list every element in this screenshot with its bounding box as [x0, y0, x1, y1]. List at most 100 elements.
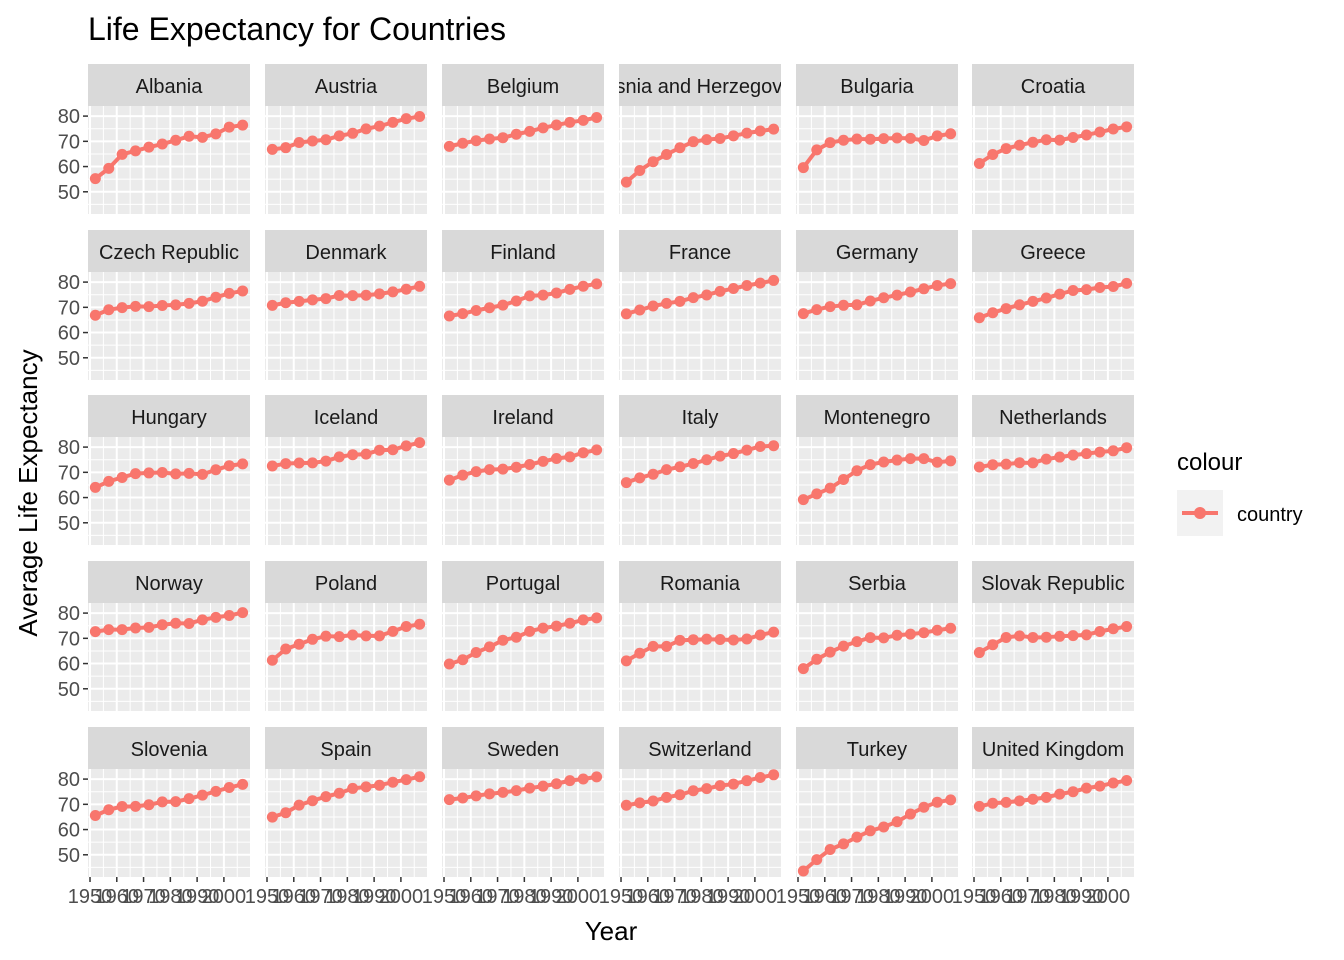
data-point	[564, 617, 576, 629]
x-tick-label: 1980	[325, 886, 370, 908]
data-point	[904, 808, 916, 820]
data-point	[891, 454, 903, 466]
data-point	[387, 776, 399, 788]
x-tick-label: 1970	[475, 886, 520, 908]
data-point	[347, 449, 359, 461]
x-tick-label: 1950	[952, 886, 997, 908]
x-tick-label: 1970	[121, 886, 166, 908]
x-tick-label: 2000	[910, 886, 955, 908]
data-point	[524, 625, 536, 637]
data-point	[116, 302, 128, 314]
data-point	[634, 472, 646, 484]
y-tick-label: 60	[58, 157, 80, 179]
data-point	[1000, 458, 1012, 470]
facet-strip-label: Croatia	[1021, 76, 1086, 98]
data-point	[824, 844, 836, 856]
legend: colour country	[1177, 449, 1303, 536]
data-point	[347, 127, 359, 139]
data-point	[1000, 143, 1012, 155]
data-point	[524, 459, 536, 471]
data-point	[414, 437, 426, 449]
facet-denmark: Denmark	[265, 230, 427, 380]
data-point	[714, 634, 726, 646]
data-point	[320, 134, 332, 146]
data-point	[931, 456, 943, 468]
data-point	[170, 468, 182, 480]
data-point	[293, 295, 305, 307]
data-point	[103, 475, 115, 487]
data-point	[537, 289, 549, 301]
data-point	[223, 609, 235, 621]
data-point	[143, 799, 155, 811]
data-point	[878, 133, 890, 145]
data-point	[1121, 121, 1133, 133]
x-tick-label: 1990	[529, 886, 574, 908]
facet-strip-label: France	[669, 242, 731, 264]
x-tick-label: 1960	[979, 886, 1024, 908]
facet-strip-label: Turkey	[847, 739, 907, 761]
data-point	[904, 132, 916, 144]
data-point	[891, 289, 903, 301]
data-point	[987, 639, 999, 651]
data-point	[674, 461, 686, 473]
data-point	[116, 624, 128, 636]
data-point	[443, 474, 455, 486]
data-point	[1080, 629, 1092, 641]
facet-strip-label: Italy	[682, 407, 719, 429]
data-point	[797, 494, 809, 506]
data-point	[183, 130, 195, 142]
facet-strip	[619, 727, 781, 769]
facet-norway: Norway 50 60 70 80	[58, 561, 250, 711]
data-point	[484, 133, 496, 145]
data-point	[577, 280, 589, 292]
data-point	[768, 440, 780, 452]
data-point	[103, 304, 115, 316]
data-point	[210, 291, 222, 303]
data-point	[156, 619, 168, 631]
facet-strip-label: Montenegro	[824, 407, 931, 429]
legend-key-point	[1194, 507, 1206, 519]
x-tick-label: 1970	[829, 886, 874, 908]
x-tick-label: 1980	[856, 886, 901, 908]
data-point	[634, 797, 646, 809]
data-point	[1054, 288, 1066, 300]
data-point	[768, 274, 780, 286]
facet-strip	[796, 561, 958, 603]
x-tick-label: 1960	[626, 886, 671, 908]
data-point	[307, 457, 319, 469]
data-point	[1107, 777, 1119, 789]
data-point	[741, 127, 753, 139]
data-point	[333, 631, 345, 643]
facet-strip-label: Czech Republic	[99, 242, 239, 264]
facet-strip-label: Iceland	[314, 407, 379, 429]
data-point	[510, 785, 522, 797]
x-tick-label: 1980	[502, 886, 547, 908]
facet-strip-label: Albania	[136, 76, 204, 98]
data-point	[143, 621, 155, 633]
data-point	[1014, 630, 1026, 642]
facet-finland: Finland	[442, 230, 604, 380]
data-point	[945, 622, 957, 634]
data-point	[1094, 281, 1106, 293]
facet-strip-label: Netherlands	[999, 407, 1107, 429]
data-point	[400, 440, 412, 452]
data-point	[484, 302, 496, 314]
data-point	[196, 295, 208, 307]
facet-france: France	[619, 230, 781, 380]
data-point	[373, 630, 385, 642]
data-point	[851, 831, 863, 843]
facet-strip-label: Bosnia and Herzegovina	[591, 76, 810, 98]
data-point	[156, 138, 168, 150]
data-point	[620, 308, 632, 320]
data-point	[674, 789, 686, 801]
panel-background	[972, 106, 1134, 214]
data-point	[470, 466, 482, 478]
data-point	[210, 128, 222, 140]
y-tick-label: 80	[58, 769, 80, 791]
data-point	[387, 444, 399, 456]
data-point	[674, 634, 686, 646]
data-point	[414, 111, 426, 123]
data-point	[347, 629, 359, 641]
x-tick-label: 1980	[148, 886, 193, 908]
data-point	[223, 287, 235, 299]
